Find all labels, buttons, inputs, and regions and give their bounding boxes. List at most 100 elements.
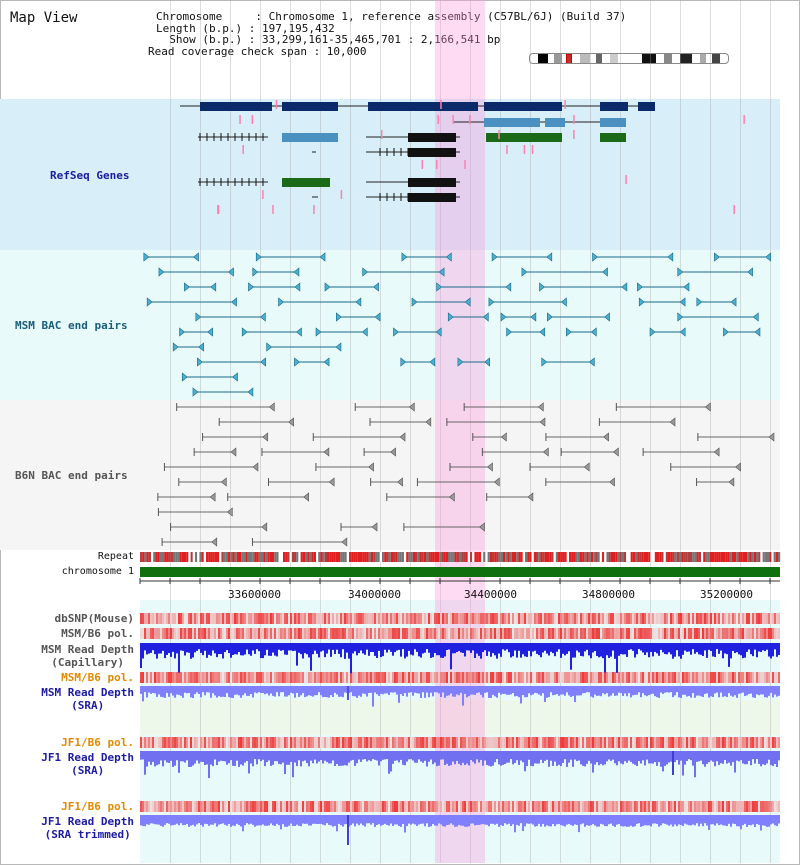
read-depth-bar [754, 643, 756, 650]
pol-cell [662, 613, 664, 624]
gene-exon[interactable] [638, 102, 655, 111]
pol-cell [618, 613, 620, 624]
repeat-block [560, 552, 563, 562]
read-depth-bar [188, 751, 190, 767]
variant-mark [440, 100, 442, 109]
pol-cell [160, 801, 162, 812]
msm-bac-end [181, 372, 188, 382]
pol-cell [300, 628, 302, 639]
pol-cell [630, 628, 632, 639]
read-depth-bar [502, 686, 504, 694]
pol-cell [522, 801, 524, 812]
pol-cell [542, 801, 544, 812]
b6n-bac-end [537, 402, 544, 412]
gene-exon[interactable] [408, 148, 456, 157]
pol-cell [396, 737, 398, 748]
pol-cell [398, 737, 400, 748]
pol-cell [456, 737, 458, 748]
gene-exon[interactable] [600, 118, 626, 127]
pol-cell [558, 672, 560, 683]
read-depth-bar [300, 751, 302, 767]
pol-cell [300, 672, 302, 683]
pol-cell [398, 613, 400, 624]
msm-bac-end [683, 282, 690, 292]
read-depth-bar [498, 751, 500, 765]
pol-cell [668, 672, 670, 683]
pol-cell [692, 737, 694, 748]
gene-exon[interactable] [408, 178, 456, 187]
read-depth-bar [618, 686, 620, 693]
gene-exon[interactable] [282, 133, 338, 142]
pol-cell [772, 801, 774, 812]
gene-exon[interactable] [200, 102, 272, 111]
read-depth-bar [316, 815, 318, 825]
pol-cell [732, 801, 734, 812]
pol-cell [644, 628, 646, 639]
chromosome-ideogram[interactable] [529, 53, 729, 64]
pol-cell [696, 737, 698, 748]
gene-exon[interactable] [368, 102, 478, 111]
pol-cell [178, 801, 180, 812]
read-depth-bar [528, 686, 530, 694]
pol-cell [478, 801, 480, 812]
repeat-block [208, 552, 211, 562]
variant-mark [239, 115, 241, 124]
pol-cell [466, 628, 468, 639]
read-depth-bar [678, 815, 680, 825]
chromosome-info: Chromosome : Chromosome 1, reference ass… [156, 10, 627, 23]
pol-cell [610, 672, 612, 683]
pol-cell [382, 672, 384, 683]
pol-cell [214, 628, 216, 639]
read-depth-bar [606, 686, 608, 694]
pol-cell [210, 672, 212, 683]
pol-cell [648, 737, 650, 748]
gene-exon[interactable] [486, 133, 562, 142]
repeat-block [494, 552, 497, 562]
read-depth-bar [620, 751, 622, 764]
read-depth-bar [316, 643, 318, 654]
repeat-block [606, 552, 609, 562]
pol-cell [514, 737, 516, 748]
repeat-block [577, 552, 580, 562]
gene-exon[interactable] [282, 178, 330, 187]
repeat-block [263, 552, 266, 562]
selected-region-highlight[interactable] [435, 0, 485, 863]
read-depth-bar [700, 643, 702, 655]
gene-exon[interactable] [600, 102, 628, 111]
pol-cell [450, 672, 452, 683]
pol-cell [304, 613, 306, 624]
b6n-bac-end [487, 462, 493, 472]
gene-exon[interactable] [282, 102, 338, 111]
pol-cell [696, 801, 698, 812]
gene-exon[interactable] [600, 133, 626, 142]
pol-cell [358, 613, 360, 624]
pol-cell [504, 628, 506, 639]
read-depth-bar [694, 686, 696, 698]
gene-exon[interactable] [408, 133, 456, 142]
read-depth-bar [760, 815, 762, 831]
read-depth-bar [374, 643, 376, 656]
repeat-block [441, 552, 444, 562]
pol-cell [344, 672, 346, 683]
gene-exon[interactable] [484, 118, 540, 127]
read-depth-bar [224, 751, 226, 762]
gene-exon[interactable] [484, 102, 562, 111]
read-depth-bar [596, 751, 598, 763]
read-depth-bar [164, 686, 166, 698]
pol-cell [230, 613, 232, 624]
read-depth-bar [206, 686, 208, 693]
pol-cell [618, 801, 620, 812]
read-depth-bar [744, 686, 746, 697]
pol-cell [318, 737, 320, 748]
repeat-block [179, 552, 182, 562]
read-depth-bar [256, 643, 258, 650]
pol-cell [266, 672, 268, 683]
read-depth-bar [466, 815, 468, 827]
read-depth-bar [404, 643, 406, 659]
gene-exon[interactable] [408, 193, 456, 202]
gene-exon[interactable] [545, 118, 565, 127]
read-depth-bar [676, 686, 678, 693]
read-depth-bar [364, 686, 366, 694]
repeat-block [313, 552, 316, 562]
